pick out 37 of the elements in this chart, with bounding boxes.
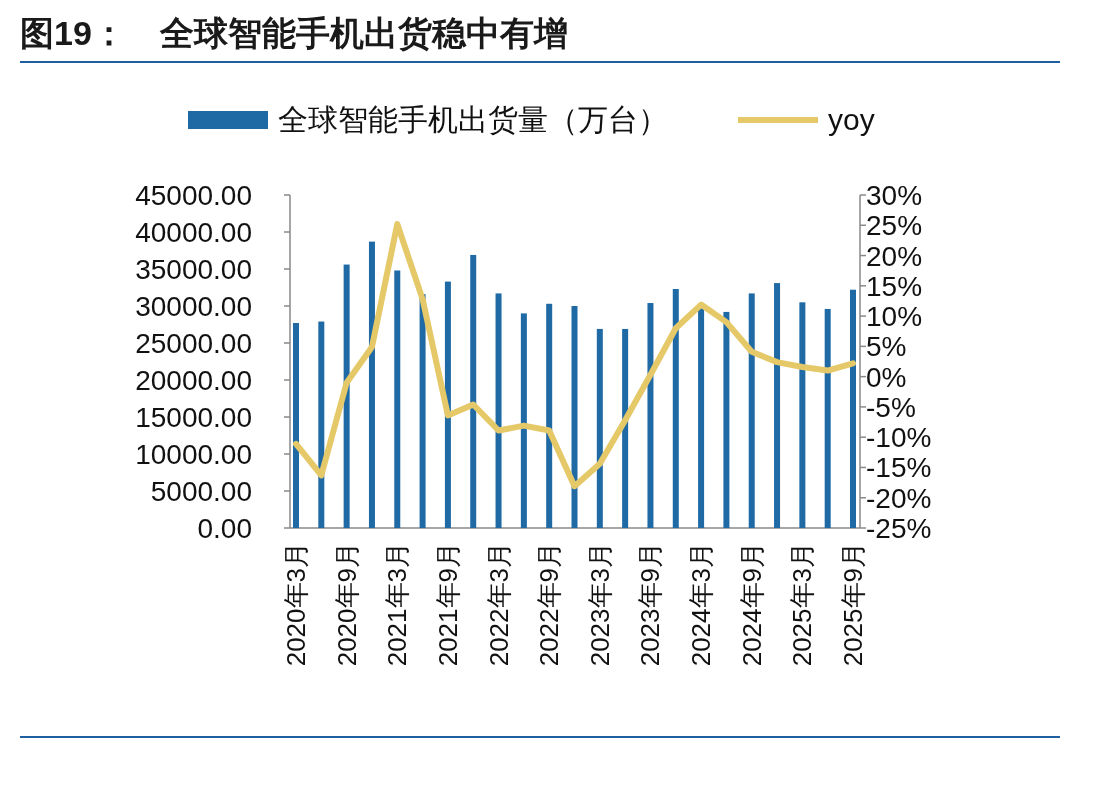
y2-tick-label: 0% xyxy=(866,361,907,393)
chart-title: 图19： 全球智能手机出货稳中有增 xyxy=(20,14,568,52)
y2-tick-label: 15% xyxy=(866,270,923,302)
x-tick-label: 2025年9月 xyxy=(838,542,868,667)
y2-tick-label: 10% xyxy=(866,301,923,333)
legend-label: yoy xyxy=(828,103,875,136)
y2-tick-label: -5% xyxy=(866,391,916,423)
x-tick-label: 2020年9月 xyxy=(331,542,362,667)
y2-tick-label: 5% xyxy=(866,331,907,363)
x-tick-label: 2021年9月 xyxy=(432,542,463,667)
y2-tick-label: -20% xyxy=(866,482,932,514)
x-tick-label: 2021年3月 xyxy=(382,542,413,667)
x-tick-label: 2024年9月 xyxy=(736,542,767,667)
y-tick-label: 5000.00 xyxy=(150,476,252,507)
y-tick-label: 40000.00 xyxy=(135,217,252,248)
y2-tick-label: 25% xyxy=(866,210,923,242)
y-tick-label: 25000.00 xyxy=(135,328,252,359)
y-tick-label: 20000.00 xyxy=(135,365,252,396)
x-tick-label: 2023年9月 xyxy=(635,542,666,667)
y-tick-label: 35000.00 xyxy=(135,254,252,285)
y2-tick-label: 30% xyxy=(866,180,923,211)
y2-tick-label: -15% xyxy=(866,452,932,484)
x-tick-label: 2024年3月 xyxy=(686,542,717,667)
y-tick-label: 30000.00 xyxy=(135,291,252,322)
y-tick-label: 0.00 xyxy=(197,513,252,544)
x-tick-label: 2020年3月 xyxy=(281,542,311,667)
y2-tick-label: -25% xyxy=(866,513,932,544)
y-tick-label: 45000.00 xyxy=(135,180,252,211)
y-tick-label: 15000.00 xyxy=(135,402,252,433)
x-tick-label: 2025年3月 xyxy=(787,542,818,667)
y2-tick-label: 20% xyxy=(866,240,923,272)
y-tick-label: 10000.00 xyxy=(135,439,252,470)
legend-label: 全球智能手机出货量（万台） xyxy=(278,103,668,136)
y2-tick-label: -10% xyxy=(866,422,932,454)
x-tick-label: 2023年3月 xyxy=(584,542,615,667)
x-tick-label: 2022年9月 xyxy=(534,542,565,667)
x-tick-label: 2022年3月 xyxy=(483,542,514,667)
